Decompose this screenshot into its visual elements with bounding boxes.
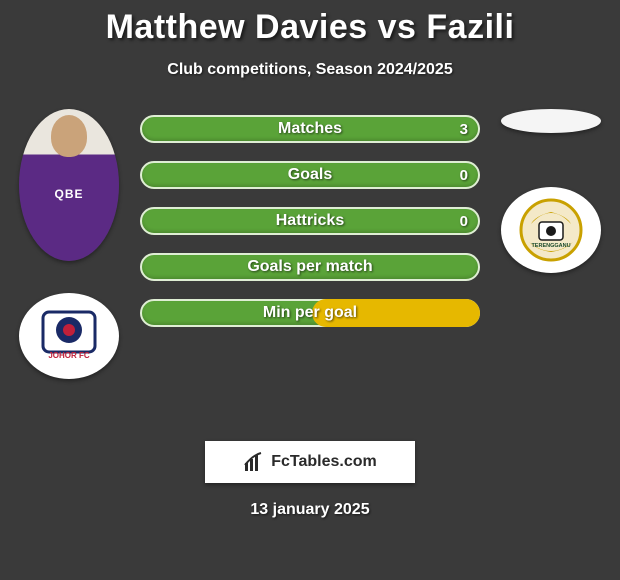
left-player-column: JOHOR FC bbox=[14, 109, 124, 379]
svg-text:TERENGGANU: TERENGGANU bbox=[531, 243, 570, 249]
right-player-column: TERENGGANU bbox=[496, 109, 606, 273]
stat-bar-label: Min per goal bbox=[142, 301, 478, 325]
stat-bar-label: Goals per match bbox=[142, 255, 478, 279]
terengganu-icon: TERENGGANU bbox=[515, 194, 587, 266]
stat-bar-label: Hattricks bbox=[142, 209, 478, 233]
stat-bar-value-left: 0 bbox=[460, 209, 468, 233]
stat-bar-row: Matches3 bbox=[140, 115, 480, 143]
player-photo-right bbox=[501, 109, 601, 133]
footer-date: 13 january 2025 bbox=[0, 501, 620, 519]
brand-text: FcTables.com bbox=[271, 453, 377, 471]
stat-bar-value-left: 3 bbox=[460, 117, 468, 141]
svg-text:JOHOR FC: JOHOR FC bbox=[48, 351, 90, 360]
stat-bar-row: Goals per match bbox=[140, 253, 480, 281]
johor-fc-icon: JOHOR FC bbox=[37, 308, 101, 364]
club-crest-left: JOHOR FC bbox=[19, 293, 119, 379]
stat-bar-row: Min per goal bbox=[140, 299, 480, 327]
page-subtitle: Club competitions, Season 2024/2025 bbox=[0, 61, 620, 79]
page-title: Matthew Davies vs Fazili bbox=[0, 0, 620, 47]
stat-bars: Matches3Goals0Hattricks0Goals per matchM… bbox=[140, 115, 480, 345]
comparison-panel: JOHOR FC TERENGGANU Matches3Goals0Hattri… bbox=[0, 115, 620, 425]
player-photo-left bbox=[19, 109, 119, 261]
stat-bar-row: Hattricks0 bbox=[140, 207, 480, 235]
club-crest-right: TERENGGANU bbox=[501, 187, 601, 273]
fctables-logo-icon bbox=[243, 451, 265, 473]
stat-bar-row: Goals0 bbox=[140, 161, 480, 189]
brand-badge: FcTables.com bbox=[205, 441, 415, 483]
stat-bar-label: Matches bbox=[142, 117, 478, 141]
stat-bar-value-left: 0 bbox=[460, 163, 468, 187]
stat-bar-label: Goals bbox=[142, 163, 478, 187]
